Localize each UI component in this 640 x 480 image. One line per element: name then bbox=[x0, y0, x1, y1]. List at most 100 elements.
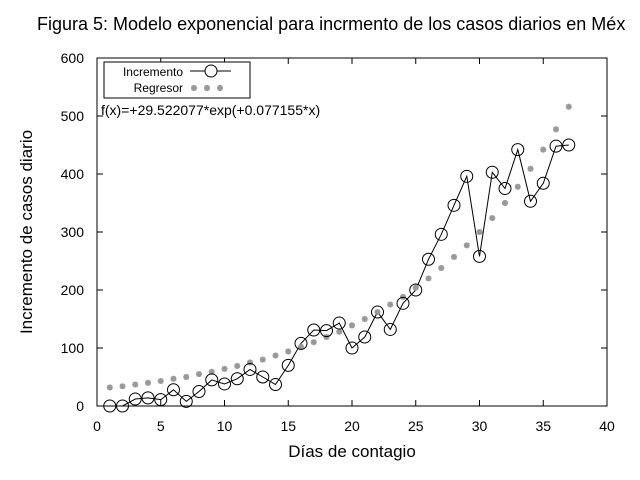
x-tick-label: 25 bbox=[408, 418, 424, 434]
legend-swatch-regresor bbox=[191, 85, 223, 91]
regresor-point bbox=[387, 301, 394, 308]
regresor-points-group bbox=[106, 103, 572, 391]
incremento-point bbox=[511, 143, 525, 157]
regresor-point bbox=[553, 126, 559, 133]
legend: Incremento Regresor bbox=[103, 61, 251, 99]
incremento-point bbox=[154, 393, 168, 407]
legend-swatch-regresor-star bbox=[217, 85, 223, 91]
incremento-point bbox=[549, 139, 563, 153]
y-tick-label: 600 bbox=[61, 50, 85, 66]
regresor-point bbox=[476, 229, 483, 235]
legend-swatch-regresor-star bbox=[191, 85, 197, 91]
regresor-point bbox=[425, 275, 432, 282]
regresor-point bbox=[514, 183, 521, 190]
regresor-point bbox=[119, 383, 126, 390]
incremento-point bbox=[498, 182, 512, 195]
incremento-point bbox=[243, 362, 257, 376]
x-tick-label: 35 bbox=[535, 418, 551, 434]
regresor-point bbox=[298, 343, 304, 350]
legend-label-incremento: Incremento bbox=[123, 65, 183, 79]
incremento-point bbox=[307, 323, 321, 337]
incremento-point bbox=[128, 392, 142, 406]
incremento-point bbox=[396, 296, 410, 310]
incremento-point bbox=[371, 305, 384, 319]
x-tick-label: 30 bbox=[472, 418, 488, 434]
incremento-point bbox=[179, 394, 193, 408]
regresor-point bbox=[463, 242, 470, 249]
x-tick-label: 0 bbox=[93, 418, 101, 434]
regresor-point bbox=[336, 328, 343, 335]
incremento-markers-group bbox=[103, 138, 576, 413]
y-tick-label: 500 bbox=[61, 108, 85, 124]
y-tick-label: 200 bbox=[61, 282, 85, 298]
regresor-point bbox=[208, 368, 215, 375]
x-tick-label: 10 bbox=[217, 418, 233, 434]
incremento-point bbox=[103, 399, 117, 413]
incremento-point bbox=[422, 252, 435, 266]
incremento-point bbox=[473, 249, 486, 263]
incremento-point bbox=[345, 341, 359, 355]
x-tick-label: 20 bbox=[344, 418, 360, 434]
y-axis-title: Incremento de casos diario bbox=[17, 130, 36, 334]
incremento-point bbox=[294, 336, 308, 350]
legend-label-regresor: Regresor bbox=[134, 81, 183, 95]
regresor-point bbox=[540, 146, 547, 153]
regresor-point bbox=[451, 253, 457, 260]
x-tick-label: 5 bbox=[157, 418, 165, 434]
regresor-point bbox=[438, 264, 445, 271]
incremento-point bbox=[383, 322, 397, 336]
incremento-line-group bbox=[109, 144, 569, 407]
incremento-point bbox=[320, 324, 333, 338]
y-tick-label: 400 bbox=[61, 166, 85, 182]
regresor-point bbox=[285, 348, 292, 355]
incremento-point bbox=[409, 283, 423, 297]
incremento-point bbox=[167, 383, 180, 397]
regresor-point bbox=[132, 381, 139, 388]
y-tick-label: 100 bbox=[61, 340, 85, 356]
incremento-point bbox=[460, 169, 474, 183]
legend-swatch-regresor-star bbox=[204, 85, 210, 91]
legend-swatch-incremento-marker bbox=[204, 64, 218, 78]
incremento-point bbox=[332, 316, 346, 330]
regresor-point bbox=[196, 371, 202, 378]
y-tick-label: 300 bbox=[61, 224, 85, 240]
regresor-point bbox=[247, 359, 253, 366]
regresor-point bbox=[145, 379, 151, 386]
regresor-point bbox=[349, 322, 355, 329]
incremento-point bbox=[434, 227, 448, 241]
x-axis-title: Días de contagio bbox=[288, 442, 416, 461]
regresor-point bbox=[221, 365, 228, 372]
regresor-point bbox=[361, 316, 368, 322]
incremento-point bbox=[230, 372, 244, 386]
regresor-point bbox=[157, 378, 164, 385]
incremento-point bbox=[358, 330, 372, 344]
regresor-point bbox=[527, 165, 534, 172]
regresor-point bbox=[565, 103, 572, 110]
incremento-point bbox=[141, 391, 155, 405]
incremento-point bbox=[256, 370, 270, 384]
x-tick-label: 40 bbox=[599, 418, 615, 434]
regresor-point bbox=[374, 309, 381, 316]
incremento-point bbox=[562, 138, 576, 152]
legend-box bbox=[103, 61, 251, 99]
regresor-point bbox=[502, 200, 508, 206]
incremento-point bbox=[485, 165, 499, 179]
regresor-point bbox=[272, 352, 279, 359]
chart-title: Figura 5: Modelo exponencial para incrme… bbox=[37, 14, 626, 34]
regresor-point bbox=[106, 384, 113, 391]
y-tick-label: 0 bbox=[76, 398, 84, 414]
incremento-point bbox=[205, 373, 219, 387]
incremento-point bbox=[536, 176, 550, 190]
regresor-point bbox=[170, 375, 177, 382]
fit-equation-annotation: f(x)=+29.522077*exp(+0.077155*x) bbox=[101, 102, 320, 118]
regresor-point bbox=[234, 362, 241, 369]
incremento-point bbox=[524, 194, 537, 208]
regresor-point bbox=[412, 284, 419, 291]
incremento-line bbox=[109, 144, 569, 407]
incremento-point bbox=[281, 358, 295, 372]
incremento-point bbox=[218, 377, 231, 391]
incremento-point bbox=[116, 399, 129, 413]
regresor-point bbox=[489, 215, 496, 222]
incremento-point bbox=[192, 385, 206, 398]
